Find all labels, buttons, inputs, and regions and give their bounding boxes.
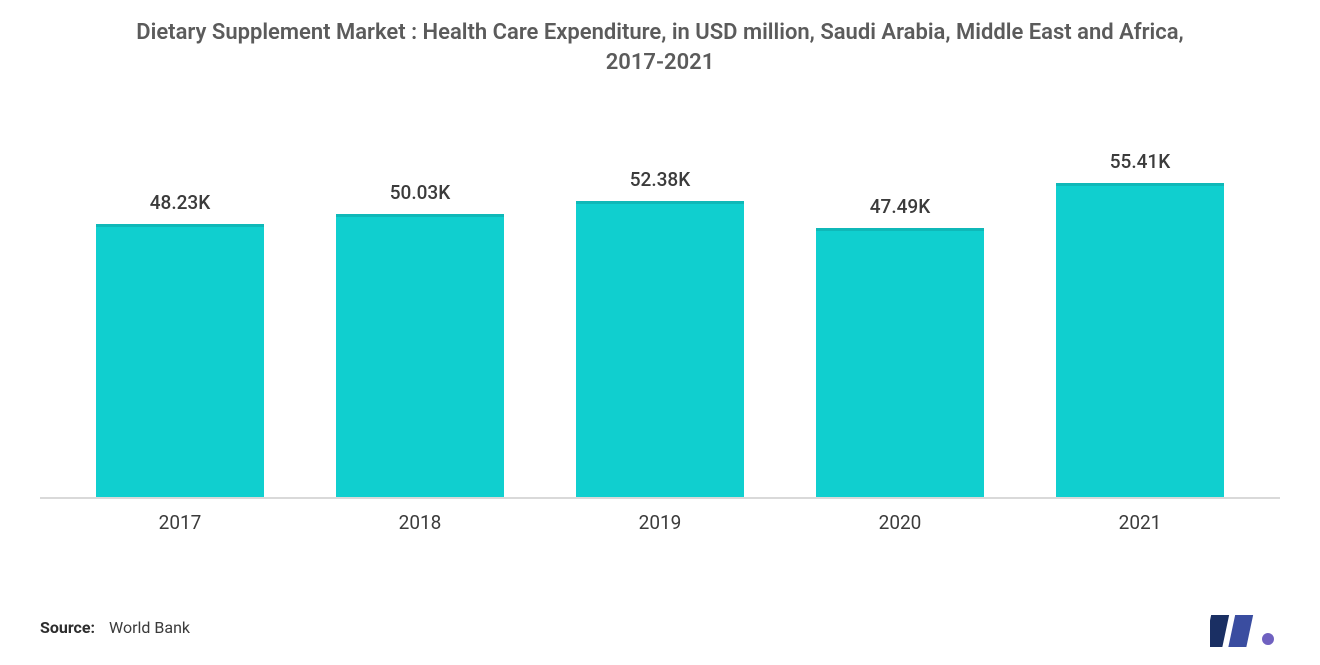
bar-value-label: 47.49K <box>870 195 930 218</box>
x-axis-label: 2018 <box>310 499 530 534</box>
x-axis-label: 2017 <box>70 499 290 534</box>
bar <box>1056 183 1223 497</box>
x-axis: 2017 2018 2019 2020 2021 <box>40 497 1280 534</box>
bar <box>576 201 743 498</box>
bar-value-label: 55.41K <box>1110 150 1170 173</box>
bar-group: 55.41K <box>1030 117 1250 497</box>
source-label: Source: <box>40 618 95 637</box>
chart-title: Dietary Supplement Market : Health Care … <box>110 18 1210 77</box>
x-axis-label: 2020 <box>790 499 1010 534</box>
bar-group: 48.23K <box>70 117 290 497</box>
bar-group: 47.49K <box>790 117 1010 497</box>
x-axis-label: 2019 <box>550 499 770 534</box>
bar-chart: 48.23K 50.03K 52.38K 47.49K 55.41K <box>40 117 1280 497</box>
brand-logo <box>1210 611 1280 647</box>
bar <box>336 214 503 498</box>
bar <box>816 228 983 497</box>
x-axis-label: 2021 <box>1030 499 1250 534</box>
bar-value-label: 48.23K <box>150 191 210 214</box>
chart-source: Source: World Bank <box>40 618 190 637</box>
chart-container: Dietary Supplement Market : Health Care … <box>0 0 1320 665</box>
bar <box>96 224 263 497</box>
bar-group: 52.38K <box>550 117 770 497</box>
bar-group: 50.03K <box>310 117 530 497</box>
bar-value-label: 52.38K <box>630 168 690 191</box>
source-text: World Bank <box>109 618 190 637</box>
bar-value-label: 50.03K <box>390 181 450 204</box>
